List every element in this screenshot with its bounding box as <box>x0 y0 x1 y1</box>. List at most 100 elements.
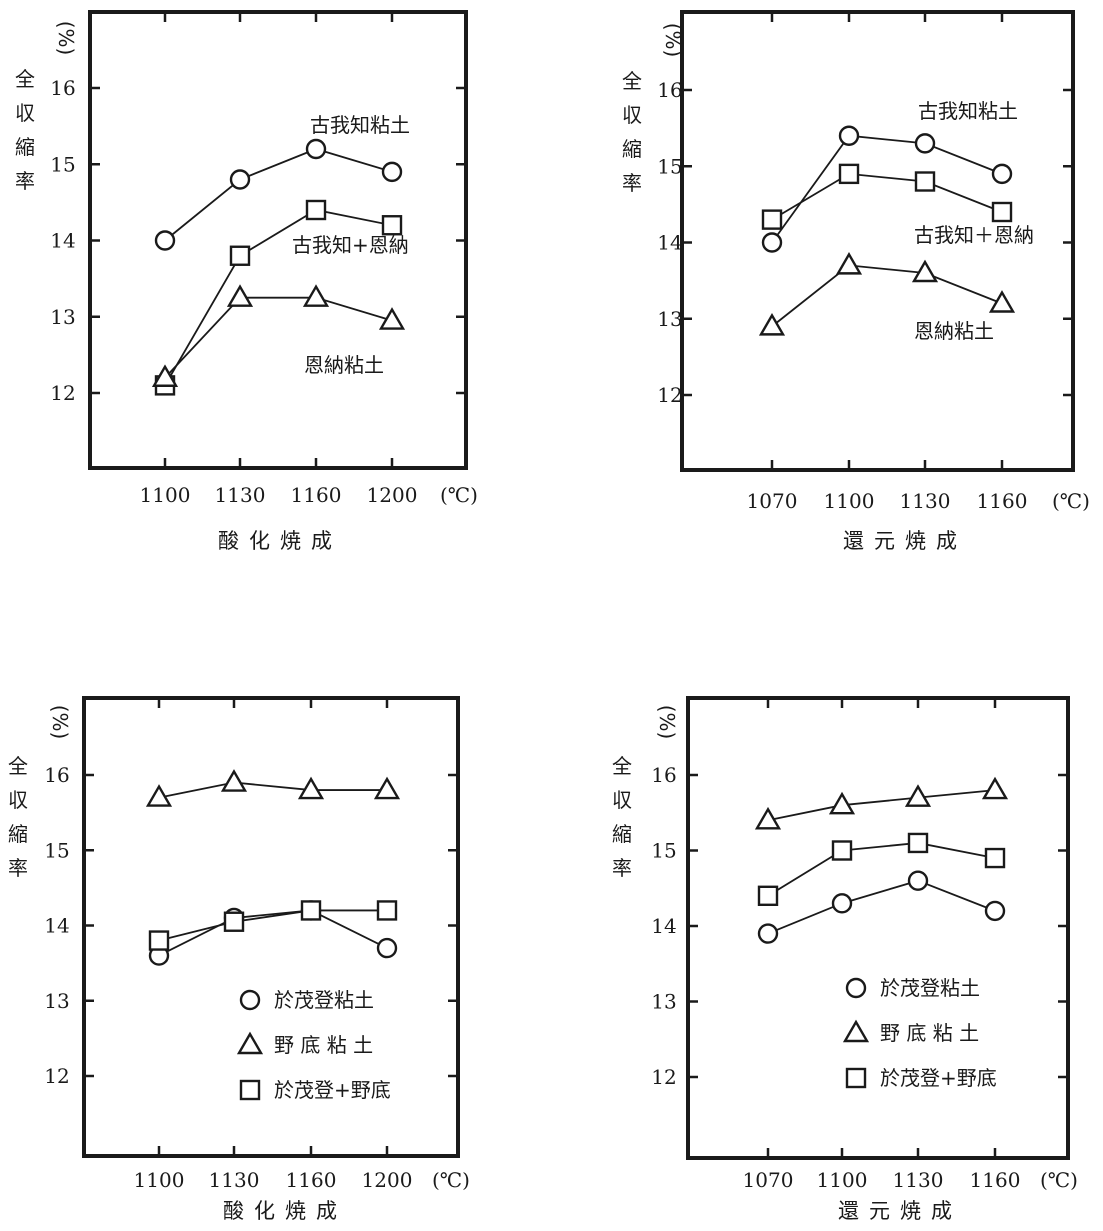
series-annotation: 古我知＋恩納 <box>914 223 1034 247</box>
x-tick-label: 1200 <box>362 1168 413 1192</box>
legend-label: 於茂登+野底 <box>880 1066 997 1090</box>
y-axis-title-char: 率 <box>622 171 642 195</box>
data-point-square <box>229 245 251 266</box>
x-tick-label: 1160 <box>977 489 1028 513</box>
y-tick-label: 12 <box>44 1064 69 1088</box>
chart-panel-1: 12 13 14 15 16 1100 1130 1160 1200 (℃) 酸化焼成 (%) 全収縮率… <box>15 10 478 553</box>
x-unit-label: (℃) <box>432 1168 470 1192</box>
data-point-square <box>223 911 245 932</box>
y-axis-title-char: 収 <box>622 103 642 127</box>
legend-marker-circle <box>845 977 867 999</box>
y-unit-label: (%) <box>54 21 78 56</box>
series-line-3 <box>767 842 996 897</box>
data-point-square <box>831 840 853 861</box>
data-point-square <box>300 900 322 921</box>
x-tick-label: 1100 <box>817 1168 868 1192</box>
legend-label: 野 底 粘 土 <box>274 1033 373 1057</box>
data-point-circle <box>914 133 936 154</box>
data-point-triangle <box>835 251 863 275</box>
x-tick-label: 1160 <box>291 483 342 507</box>
y-axis-title-char: 全 <box>612 754 632 778</box>
series-line-2 <box>771 172 1003 221</box>
y-tick-label: 16 <box>651 763 676 787</box>
data-point-triangle <box>145 784 173 807</box>
data-point-circle <box>376 937 398 959</box>
y-axis-title-char: 率 <box>8 856 28 880</box>
y-tick-label: 12 <box>651 1065 676 1089</box>
series-line-2 <box>158 781 387 799</box>
data-point-square <box>757 885 779 906</box>
data-point-triangle <box>981 776 1009 800</box>
legend-label: 野 底 粘 土 <box>880 1021 979 1045</box>
x-tick-label: 1160 <box>286 1168 337 1192</box>
chart-panel-2: 12 13 14 15 16 1070 1100 1130 1160 (℃) 還元焼成 (%) 全収縮率… <box>622 10 1090 553</box>
x-unit-label: (℃) <box>440 483 478 507</box>
y-unit-label: (%) <box>661 23 685 58</box>
chart-panel-4: 12 13 14 15 16 1070 1100 1130 1160 (℃) 還元焼成 (%) 全収縮率… <box>612 696 1078 1223</box>
y-tick-label: 13 <box>657 307 682 331</box>
data-point-circle <box>305 138 327 160</box>
chart-panel-3: 12 13 14 15 16 1100 1130 1160 1200 (℃) 酸化焼成 (%) 全収縮率… <box>8 696 470 1223</box>
y-tick-label: 15 <box>651 839 676 863</box>
data-point-circle <box>154 230 176 251</box>
data-point-triangle <box>151 364 179 387</box>
y-unit-label: (%) <box>655 705 679 740</box>
y-tick-label: 13 <box>44 989 69 1013</box>
data-point-triangle <box>758 312 786 336</box>
plot-frame <box>686 696 1070 1160</box>
y-axis-title-char: 率 <box>612 856 632 880</box>
legend-label: 於茂登粘土 <box>274 988 374 1012</box>
data-point-square <box>761 209 783 230</box>
x-tick-label: 1100 <box>824 489 875 513</box>
x-tick-label: 1100 <box>140 483 191 507</box>
y-tick-label: 13 <box>50 305 75 329</box>
x-axis-title: 還元焼成 <box>838 1199 962 1223</box>
series-annotation: 恩納粘土 <box>304 353 384 377</box>
data-point-triangle <box>904 784 932 807</box>
series-line-3 <box>771 264 1003 328</box>
x-tick-label: 1160 <box>970 1168 1021 1192</box>
data-point-triangle <box>373 776 401 800</box>
plot-frame <box>680 10 1075 472</box>
series-line-2 <box>767 789 996 822</box>
y-axis-title-char: 全 <box>622 69 642 93</box>
y-tick-label: 12 <box>657 383 682 407</box>
series-annotation: 古我知粘土 <box>918 99 1018 123</box>
series-line-3 <box>164 296 393 379</box>
y-axis-title-char: 全 <box>8 754 28 778</box>
x-tick-label: 1130 <box>215 483 266 507</box>
plot-frame <box>82 696 460 1158</box>
y-axis-title-char: 収 <box>8 788 28 812</box>
plot-frame <box>88 10 468 470</box>
data-point-square <box>984 847 1006 869</box>
x-tick-label: 1200 <box>367 483 418 507</box>
x-tick-label: 1070 <box>747 489 798 513</box>
legend-marker-square <box>239 1079 261 1101</box>
y-axis-title-char: 縮 <box>8 822 28 846</box>
y-tick-label: 16 <box>44 763 69 787</box>
data-point-square <box>914 171 936 192</box>
y-unit-label: (%) <box>48 705 72 740</box>
series-line-1 <box>158 909 388 957</box>
data-point-triangle <box>988 290 1016 313</box>
y-tick-label: 14 <box>651 914 676 938</box>
y-tick-label: 13 <box>651 990 676 1014</box>
legend-marker-circle <box>239 989 261 1011</box>
y-axis-title-char: 全 <box>15 67 35 91</box>
series-annotation: 古我知粘土 <box>310 113 410 137</box>
data-point-triangle <box>911 259 939 283</box>
data-point-circle <box>991 163 1013 185</box>
x-unit-label: (℃) <box>1052 489 1090 513</box>
x-axis-title: 還元焼成 <box>843 529 967 553</box>
x-tick-label: 1100 <box>134 1168 185 1192</box>
data-point-triangle <box>297 776 325 800</box>
data-point-square <box>991 201 1013 223</box>
x-tick-label: 1130 <box>209 1168 260 1192</box>
series-line-1 <box>767 879 996 935</box>
y-axis-title-char: 収 <box>612 788 632 812</box>
data-point-square <box>838 163 860 185</box>
data-point-circle <box>381 161 403 183</box>
data-point-triangle <box>828 791 856 815</box>
y-axis-title-char: 率 <box>15 169 35 193</box>
